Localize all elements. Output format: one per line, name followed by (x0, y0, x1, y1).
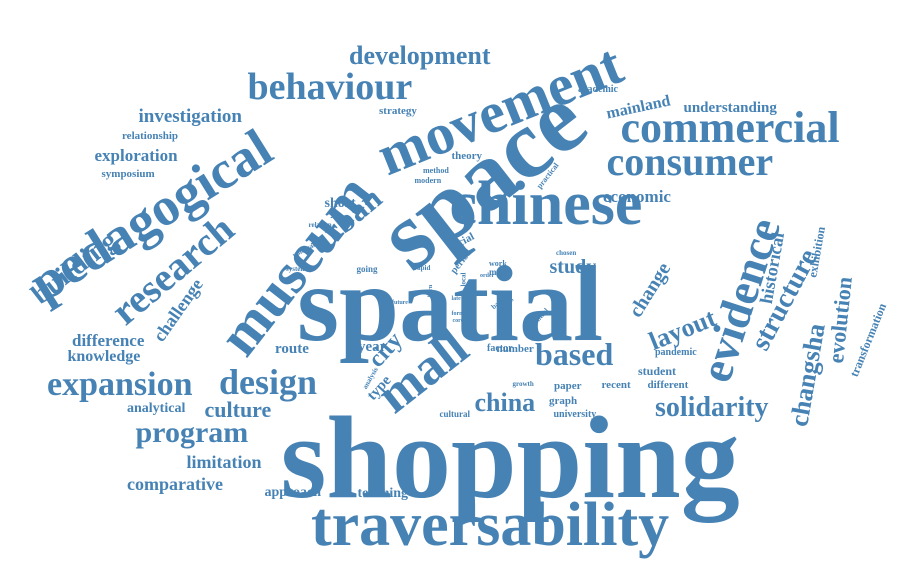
cloud-word-more: more (489, 266, 509, 277)
cloud-word-program: program (135, 416, 249, 449)
cloud-word-understanding: understanding (683, 99, 777, 116)
cloud-word-based: based (535, 336, 614, 372)
cloud-word-relationship: relationship (122, 129, 179, 142)
cloud-word-university: university (553, 409, 597, 420)
cloud-word-graph: graph (549, 394, 578, 407)
cloud-word-year: year (358, 338, 387, 355)
cloud-word-culture: culture (204, 397, 272, 422)
cloud-word-relation: relation (308, 220, 332, 229)
cloud-word-method: method (423, 166, 449, 175)
cloud-word-commercial: commercial (620, 103, 840, 152)
cloud-word-consumer: consumer (606, 139, 774, 184)
cloud-word-system: system (286, 264, 307, 273)
cloud-word-different: different (647, 378, 689, 391)
cloud-word-going: going (356, 263, 378, 274)
cloud-word-work: work (489, 259, 507, 268)
cloud-word-changsha: changsha (784, 321, 831, 429)
cloud-word-student: student (638, 364, 677, 378)
cloud-word-change: change (624, 258, 676, 322)
cloud-word-china: china (474, 388, 536, 417)
cloud-word-recent: recent (601, 378, 631, 391)
cloud-word-academic: academic (578, 84, 618, 95)
cloud-word-strategy: strategy (379, 104, 417, 117)
cloud-word-comparative: comparative (127, 474, 223, 494)
cloud-word-pandemic: pandemic (655, 347, 697, 358)
cloud-word-cultural: cultural (439, 408, 471, 419)
cloud-word-shopping: shopping (280, 392, 740, 523)
cloud-word-paper: paper (554, 379, 582, 392)
cloud-word-evolution: evolution (822, 275, 857, 365)
cloud-word-growth: growth (512, 379, 534, 388)
cloud-word-future: future (392, 300, 408, 306)
cloud-word-difference: difference (72, 330, 145, 350)
cloud-word-local: local (459, 272, 468, 286)
cloud-word-traversability: traversability (311, 491, 670, 559)
cloud-word-number: number (496, 342, 534, 355)
cloud-word-late: late (451, 296, 461, 302)
cloud-word-exploration: exploration (94, 145, 178, 165)
cloud-word-rapid: rapid (414, 263, 431, 272)
cloud-word-economic: economic (603, 186, 671, 206)
cloud-word-theory: theory (451, 149, 483, 162)
cloud-word-investigation: investigation (138, 105, 242, 127)
cloud-word-approach: approach (264, 485, 322, 500)
cloud-word-limitation: limitation (186, 452, 262, 472)
cloud-word-knowledge: knowledge (67, 348, 141, 365)
cloud-word-symposium: symposium (101, 167, 155, 180)
cloud-word-exhibition: exhibition (804, 225, 828, 279)
cloud-word-expansion: expansion (47, 366, 193, 403)
cloud-word-factor: factor (487, 343, 513, 354)
cloud-word-short: short (324, 196, 356, 211)
cloud-word-teaching: teaching (357, 486, 409, 501)
cloud-word-analytical: analytical (127, 401, 186, 416)
cloud-word-chinese: chinese (449, 170, 643, 238)
cloud-word-solidarity: solidarity (655, 392, 769, 423)
cloud-word-modern: modern (414, 176, 442, 185)
cloud-word-born: born (428, 284, 435, 298)
cloud-word-study: study (549, 256, 597, 278)
cloud-word-form: form (451, 311, 465, 317)
cloud-word-behaviour: behaviour (247, 66, 413, 108)
cloud-word-core: core (452, 318, 464, 324)
cloud-word-spatial: spatial (297, 245, 604, 364)
cloud-word-development: development (349, 41, 491, 70)
cloud-word-design: design (219, 362, 318, 402)
cloud-word-chosen: chosen (556, 248, 577, 257)
cloud-word-route: route (275, 340, 309, 357)
cloud-word-order: order (480, 273, 495, 279)
cloud-word-transformation: transformation (846, 301, 890, 379)
